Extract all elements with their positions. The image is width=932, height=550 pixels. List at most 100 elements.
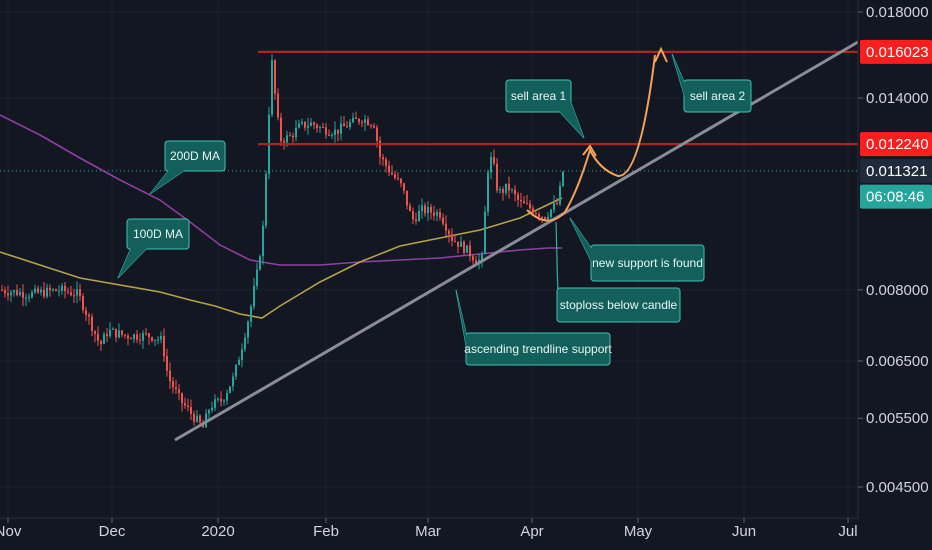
candle-body — [454, 240, 456, 242]
candle-body — [457, 241, 459, 247]
candle-body — [331, 134, 333, 136]
candle-body — [247, 321, 249, 338]
candle-body — [292, 135, 294, 138]
callout-pointer-fill — [150, 170, 185, 194]
price-tag — [860, 184, 932, 209]
candle-body — [481, 253, 483, 260]
y-tick-label: 0.018000 — [866, 4, 929, 21]
candle-body — [433, 212, 435, 216]
candle-body — [340, 123, 342, 134]
candle-body — [406, 190, 408, 206]
candle-body — [19, 292, 21, 296]
callout-label: ascending trendline support — [464, 342, 612, 356]
candle-body — [424, 205, 426, 214]
candle-body — [157, 339, 159, 341]
overlays: 200D MA 100D MA sell area 1 sell area 2 new … — [0, 40, 859, 442]
price-tag — [860, 39, 932, 64]
candle-body — [172, 381, 174, 388]
candle-body — [85, 310, 87, 315]
candle-body — [562, 171, 564, 187]
candle-body — [385, 159, 387, 166]
price-tags: 0.016023 0.012240 0.011321 06:08:46 — [860, 39, 932, 209]
candle-body — [142, 333, 144, 341]
moving-averages — [0, 114, 563, 319]
candle-body — [31, 292, 33, 298]
x-tick-label: 2020 — [201, 523, 234, 540]
candle-body — [403, 183, 405, 191]
candle-body — [316, 124, 318, 129]
candle-body — [199, 415, 201, 423]
candle-body — [40, 289, 42, 293]
candle-body — [226, 392, 228, 401]
projection-arrowhead — [654, 46, 668, 63]
y-tick-label: 0.014000 — [866, 90, 929, 107]
candle-body — [10, 292, 12, 296]
candle-body — [502, 189, 504, 193]
callout-box[interactable] — [465, 332, 611, 366]
candle-body — [214, 399, 216, 408]
time-scale[interactable] — [0, 518, 932, 550]
candle-body — [175, 387, 177, 390]
candle-body — [169, 370, 171, 382]
callout-box[interactable] — [590, 244, 705, 282]
candle-body — [64, 285, 66, 292]
x-tick-label: Dec — [99, 523, 126, 540]
price-scale[interactable] — [858, 0, 932, 518]
candle-body — [376, 127, 378, 141]
candle-body — [322, 127, 324, 129]
callout-box[interactable] — [556, 287, 681, 323]
callout-pointer-fill — [570, 218, 592, 263]
candle-body — [487, 172, 489, 212]
candle-body — [310, 122, 312, 126]
candle-body — [103, 334, 105, 344]
price-tag — [860, 158, 932, 183]
projection-path[interactable] — [526, 54, 656, 222]
candle-body — [346, 126, 348, 128]
candle-body — [445, 223, 447, 231]
callout-box[interactable] — [126, 218, 190, 250]
callout-box[interactable] — [505, 79, 572, 113]
candle-body — [13, 290, 15, 293]
x-axis-ticks: Nov Dec 2020 Feb Mar Apr May Jun Jul — [0, 518, 858, 540]
x-tick-label: Feb — [313, 523, 339, 540]
candle-body — [70, 292, 72, 296]
candle-body — [496, 163, 498, 191]
candle-body — [76, 289, 78, 296]
candle-body — [124, 334, 126, 336]
candle-body — [256, 269, 258, 286]
candle-body — [337, 129, 339, 134]
candle-body — [328, 134, 330, 136]
candle-body — [397, 177, 399, 179]
candle-body — [283, 141, 285, 143]
candle-body — [334, 129, 336, 135]
candle-body — [538, 214, 540, 217]
candle-body — [367, 119, 369, 126]
candle-body — [301, 121, 303, 124]
callout-pointer-fill — [456, 290, 467, 351]
candle-body — [163, 335, 165, 357]
callout-box[interactable] — [683, 79, 752, 113]
price-tag-label: 0.016023 — [866, 44, 929, 61]
candle-body — [91, 316, 93, 332]
candle-body — [364, 119, 366, 123]
candle-body — [241, 349, 243, 360]
candle-body — [427, 206, 429, 214]
candle-body — [115, 328, 117, 338]
callout-box[interactable] — [164, 140, 226, 172]
candle-body — [514, 189, 516, 195]
candle-body — [370, 125, 372, 127]
candle-body — [94, 331, 96, 334]
y-tick-label: 0.005500 — [866, 410, 929, 427]
x-tick-label: Jul — [838, 523, 857, 540]
candle-body — [475, 260, 477, 264]
candle-body — [544, 217, 546, 220]
candle-body — [430, 206, 432, 213]
candle-body — [16, 290, 18, 296]
candle-body — [151, 337, 153, 341]
candle-body — [394, 174, 396, 178]
y-tick-label: 0.004500 — [866, 479, 929, 496]
candle-body — [463, 241, 465, 253]
candle-body — [7, 293, 9, 296]
candle-body — [220, 398, 222, 402]
